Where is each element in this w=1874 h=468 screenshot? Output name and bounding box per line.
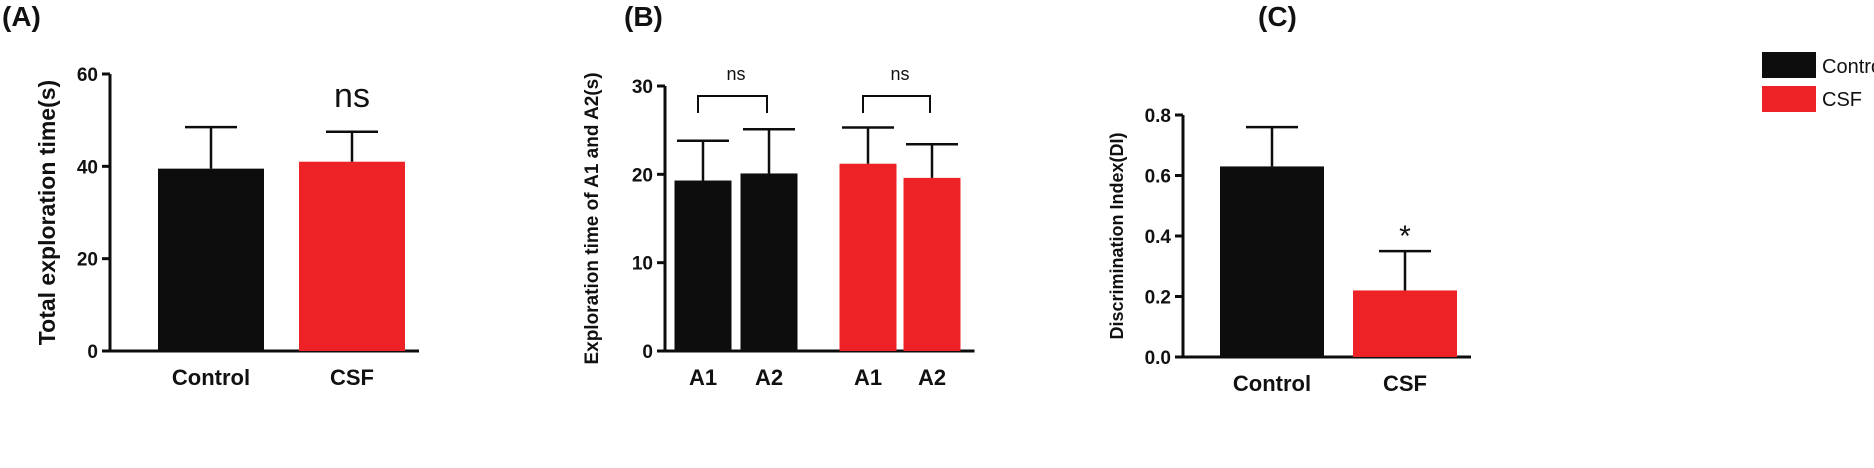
category-label: Control (1233, 371, 1311, 396)
category-label: A2 (918, 365, 946, 390)
bar (158, 168, 264, 351)
panel-c-label: (C) (1258, 1, 1297, 32)
category-label: CSF (1383, 371, 1427, 396)
y-axis-label: Exploration time of A1 and A2(s) (582, 72, 603, 364)
category-label: A1 (689, 365, 717, 390)
category-label: Control (172, 365, 250, 390)
legend: Control CSF (1762, 52, 1874, 112)
panel-b-label: (B) (624, 1, 663, 32)
significance-bracket (697, 95, 768, 113)
legend-label-csf: CSF (1822, 89, 1862, 111)
legend-swatch-control (1762, 52, 1816, 78)
y-tick-label: 0.6 (1145, 167, 1171, 188)
bar (674, 180, 732, 351)
bar (740, 173, 798, 351)
bar (299, 161, 405, 351)
significance-label: * (1399, 220, 1411, 253)
legend-swatch-csf (1762, 86, 1816, 112)
significance-label: ns (890, 64, 909, 84)
y-tick-label: 20 (77, 250, 98, 271)
panel-c-discrimination-index: (C) 0.0 0.2 0.4 0.6 0.8 Discrimination Index(… (1107, 1, 1471, 396)
y-tick-label: 40 (77, 157, 98, 178)
significance-label: ns (334, 77, 370, 115)
panel-a-label: (A) (2, 1, 41, 32)
y-tick-label: 0.2 (1145, 288, 1171, 309)
panel-a-total-exploration-time: (A) 0 20 40 60 Total exploration time(s) Cont… (2, 1, 419, 390)
category-label: A2 (755, 365, 783, 390)
significance-label: ns (726, 64, 745, 84)
category-label: CSF (330, 365, 374, 390)
y-tick-label: 0 (87, 342, 98, 363)
legend-label-control: Control (1822, 56, 1874, 78)
bar (903, 177, 961, 351)
y-tick-label: 20 (632, 165, 653, 186)
y-tick-label: 60 (77, 65, 98, 86)
significance-bracket (862, 95, 931, 113)
bar (1353, 290, 1457, 357)
y-axis-label: Discrimination Index(DI) (1107, 132, 1127, 339)
y-axis-label: Total exploration time(s) (34, 80, 60, 345)
y-tick-label: 0.8 (1145, 106, 1171, 127)
bar (1220, 166, 1324, 357)
y-tick-label: 0.0 (1145, 348, 1171, 369)
y-tick-label: 0 (642, 342, 653, 363)
y-tick-label: 10 (632, 254, 653, 275)
category-label: A1 (854, 365, 882, 390)
bar (839, 163, 897, 351)
panel-b-exploration-time-a1-a2: (B) 0 10 20 30 Exploration time of A1 and A2… (582, 1, 975, 390)
y-tick-label: 0.4 (1145, 227, 1172, 248)
y-tick-label: 30 (632, 77, 653, 98)
